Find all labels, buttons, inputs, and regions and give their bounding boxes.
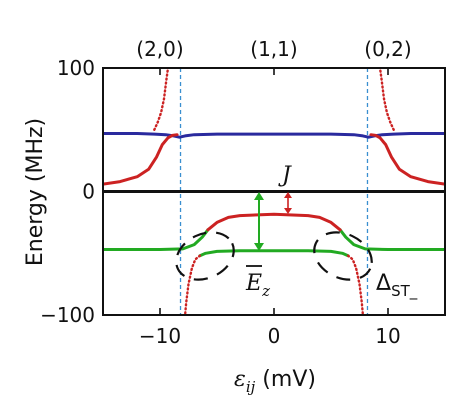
- series-line: [198, 249, 350, 258]
- x-tick-label: 10: [375, 324, 400, 348]
- right-anticrossing-ellipse: [313, 231, 373, 281]
- delta-st-label: ΔST_: [376, 271, 418, 301]
- series-line: [346, 254, 365, 315]
- y-tick-label: 0: [82, 180, 95, 204]
- left-anticrossing-ellipse: [175, 231, 235, 281]
- x-tick-label: 0: [268, 324, 281, 348]
- ez-arrow: [254, 192, 264, 251]
- ez-label: Ez: [245, 271, 270, 300]
- top-charge-label: (0,2): [364, 37, 411, 61]
- y-tick-labels: −100 0 100: [40, 56, 445, 327]
- series-line: [103, 133, 179, 186]
- y-tick-label: 100: [57, 56, 95, 80]
- top-charge-label: (1,1): [250, 37, 297, 61]
- x-tick-label: −10: [139, 324, 181, 348]
- series-line: [378, 68, 395, 131]
- j-label: J: [278, 163, 292, 188]
- series-line: [103, 228, 210, 251]
- series-line: [206, 212, 342, 232]
- x-axis-label: εij (mV): [234, 367, 316, 396]
- series-line: [338, 228, 445, 251]
- series-line: [153, 68, 170, 131]
- series-line: [369, 133, 445, 186]
- plot-frame: [102, 67, 446, 316]
- y-axis-label: Energy (MHz): [23, 118, 48, 266]
- top-charge-label: (2,0): [136, 37, 183, 61]
- series-line: [103, 132, 445, 139]
- j-arrow: [284, 192, 292, 214]
- series-line: [183, 254, 202, 315]
- y-tick-label: −100: [40, 303, 95, 327]
- x-tick-labels: −10 0 10: [139, 68, 401, 348]
- energy-curves: [103, 68, 445, 315]
- top-labels: (2,0) (1,1) (0,2): [136, 37, 411, 61]
